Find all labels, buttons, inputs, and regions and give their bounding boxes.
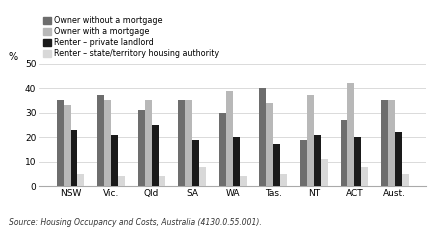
Bar xyxy=(279,174,286,186)
Bar xyxy=(354,137,360,186)
Text: Source: Housing Occupancy and Costs, Australia (4130.0.55.001).: Source: Housing Occupancy and Costs, Aus… xyxy=(9,218,261,227)
Bar xyxy=(320,159,327,186)
Bar xyxy=(306,95,313,186)
Bar xyxy=(299,140,306,186)
Bar xyxy=(387,100,394,186)
Bar xyxy=(225,91,232,186)
Bar xyxy=(239,176,246,186)
Bar xyxy=(347,83,354,186)
Bar xyxy=(273,144,279,186)
Bar xyxy=(259,88,266,186)
Bar xyxy=(97,95,104,186)
Bar xyxy=(218,113,225,186)
Bar xyxy=(118,176,125,186)
Text: %: % xyxy=(8,52,17,62)
Bar xyxy=(158,176,165,186)
Bar xyxy=(192,140,199,186)
Bar xyxy=(138,110,145,186)
Bar xyxy=(77,174,84,186)
Bar xyxy=(360,167,367,186)
Bar xyxy=(178,100,185,186)
Bar xyxy=(70,130,77,186)
Bar xyxy=(104,100,111,186)
Bar xyxy=(380,100,387,186)
Bar xyxy=(185,100,192,186)
Bar xyxy=(401,174,408,186)
Bar xyxy=(111,135,118,186)
Bar xyxy=(63,105,70,186)
Bar xyxy=(56,100,63,186)
Bar xyxy=(199,167,205,186)
Bar xyxy=(151,125,158,186)
Bar xyxy=(145,100,151,186)
Bar xyxy=(232,137,239,186)
Bar xyxy=(340,120,347,186)
Bar xyxy=(394,132,401,186)
Bar xyxy=(266,103,273,186)
Bar xyxy=(313,135,320,186)
Legend: Owner without a mortgage, Owner with a mortgage, Renter – private landlord, Rent: Owner without a mortgage, Owner with a m… xyxy=(43,16,219,58)
